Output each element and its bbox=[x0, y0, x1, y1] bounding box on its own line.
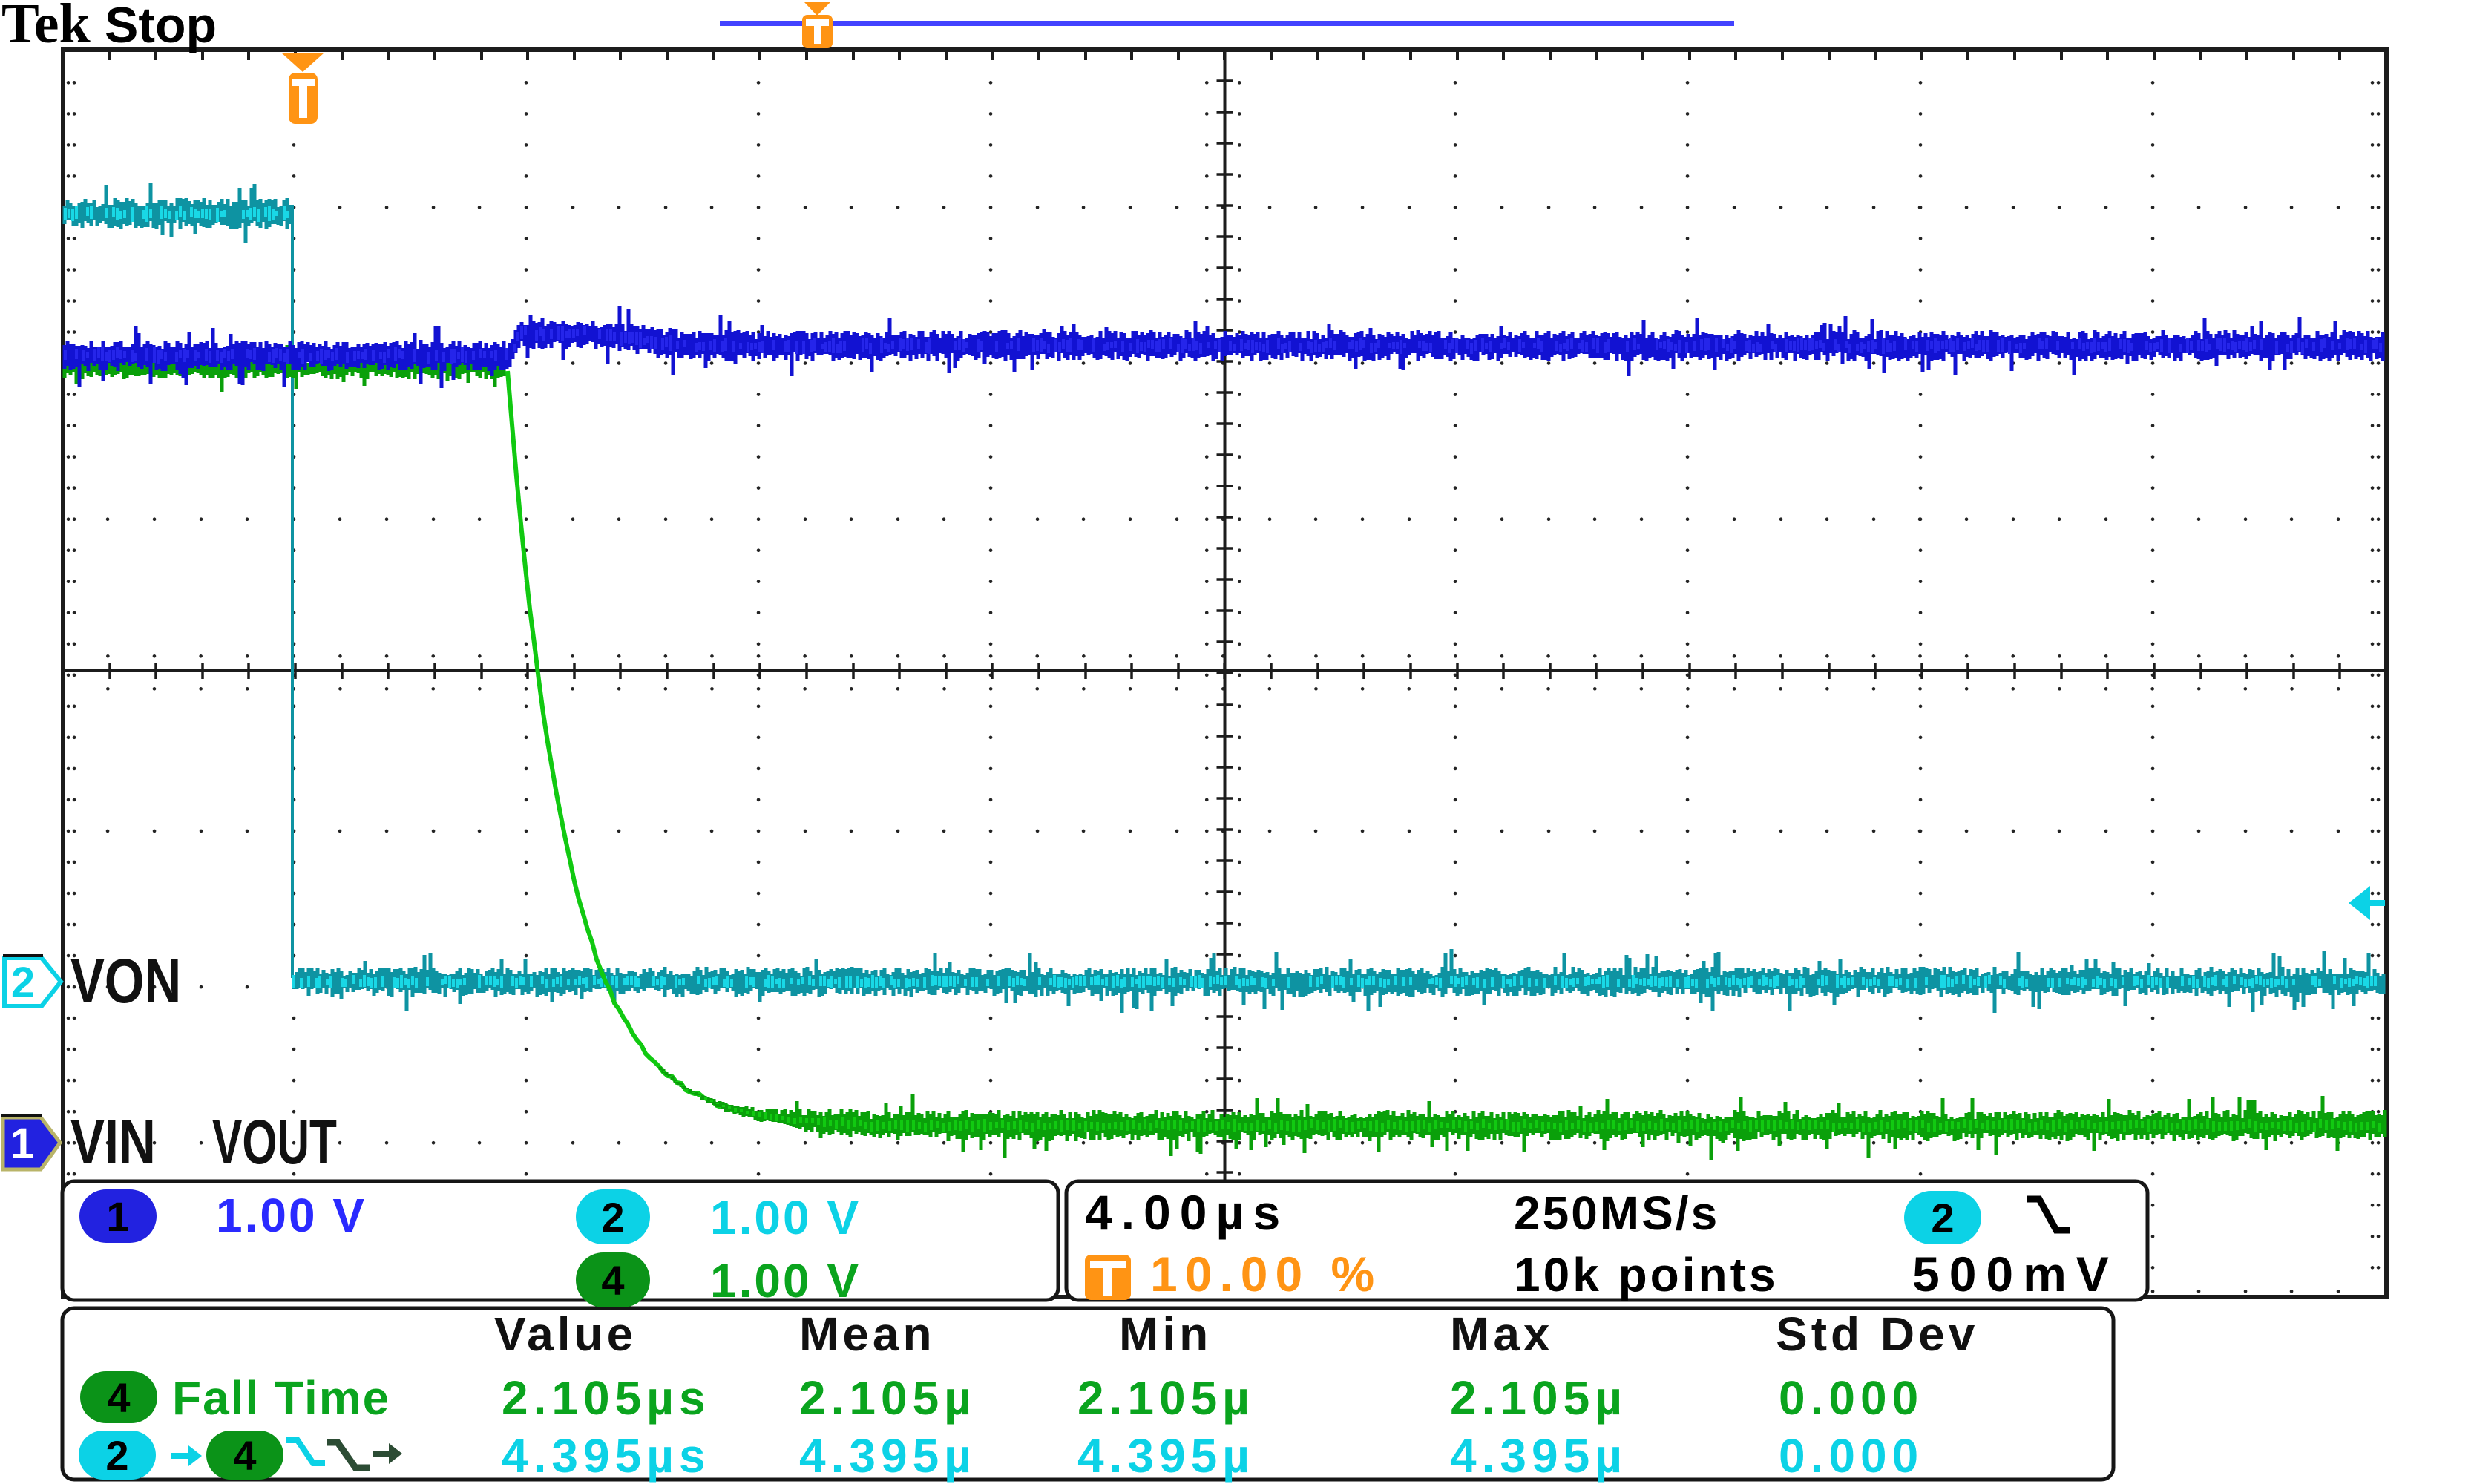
svg-text:Fall Time: Fall Time bbox=[172, 1371, 390, 1425]
svg-text:2: 2 bbox=[601, 1194, 624, 1241]
svg-text:Tek: Tek bbox=[1, 0, 91, 55]
svg-text:Max: Max bbox=[1450, 1307, 1554, 1361]
svg-text:VON: VON bbox=[70, 947, 181, 1017]
svg-text:1.00 V: 1.00 V bbox=[710, 1191, 861, 1244]
svg-text:VOUT: VOUT bbox=[212, 1107, 337, 1177]
svg-text:4.395µ: 4.395µ bbox=[799, 1429, 977, 1483]
svg-text:4: 4 bbox=[601, 1257, 624, 1304]
svg-text:10.00 %: 10.00 % bbox=[1150, 1247, 1382, 1301]
svg-text:4.395µ: 4.395µ bbox=[1077, 1429, 1255, 1483]
svg-text:Mean: Mean bbox=[799, 1307, 936, 1361]
svg-text:Value: Value bbox=[494, 1307, 637, 1361]
svg-text:Stop: Stop bbox=[105, 0, 217, 53]
svg-text:4.00µs: 4.00µs bbox=[1085, 1185, 1289, 1240]
svg-text:2.105µ: 2.105µ bbox=[1450, 1371, 1627, 1425]
svg-text:2.105µ: 2.105µ bbox=[799, 1371, 977, 1425]
svg-text:4: 4 bbox=[233, 1432, 256, 1479]
svg-text:1: 1 bbox=[106, 1193, 129, 1240]
svg-text:2: 2 bbox=[105, 1432, 128, 1479]
svg-text:0.000: 0.000 bbox=[1779, 1429, 1923, 1483]
svg-text:2.105µs: 2.105µs bbox=[502, 1371, 711, 1425]
svg-text:250MS/s: 250MS/s bbox=[1514, 1186, 1719, 1240]
svg-text:Min: Min bbox=[1119, 1307, 1212, 1361]
svg-text:4: 4 bbox=[107, 1374, 130, 1421]
svg-text:2: 2 bbox=[11, 959, 35, 1007]
svg-text:VIN: VIN bbox=[70, 1108, 156, 1178]
svg-text:Std Dev: Std Dev bbox=[1776, 1307, 1978, 1361]
svg-text:500mV: 500mV bbox=[1912, 1247, 2119, 1301]
svg-text:4.395µs: 4.395µs bbox=[502, 1429, 711, 1483]
svg-text:4.395µ: 4.395µ bbox=[1450, 1429, 1627, 1483]
svg-text:10k points: 10k points bbox=[1514, 1248, 1779, 1301]
svg-text:2.105µ: 2.105µ bbox=[1077, 1371, 1255, 1425]
svg-text:1.00 V: 1.00 V bbox=[216, 1189, 367, 1242]
svg-text:1: 1 bbox=[10, 1120, 34, 1168]
svg-text:2: 2 bbox=[1931, 1195, 1954, 1241]
svg-text:1.00 V: 1.00 V bbox=[710, 1254, 861, 1307]
svg-text:0.000: 0.000 bbox=[1779, 1371, 1923, 1425]
